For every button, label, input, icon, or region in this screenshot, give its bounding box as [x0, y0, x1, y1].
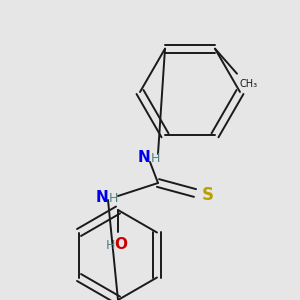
- Text: S: S: [202, 186, 214, 204]
- Text: N: N: [95, 190, 108, 206]
- Text: N: N: [137, 151, 150, 166]
- Text: O: O: [115, 237, 128, 252]
- Text: H: H: [151, 152, 160, 164]
- Text: CH₃: CH₃: [240, 79, 258, 89]
- Text: H: H: [109, 191, 118, 205]
- Text: H: H: [105, 239, 115, 252]
